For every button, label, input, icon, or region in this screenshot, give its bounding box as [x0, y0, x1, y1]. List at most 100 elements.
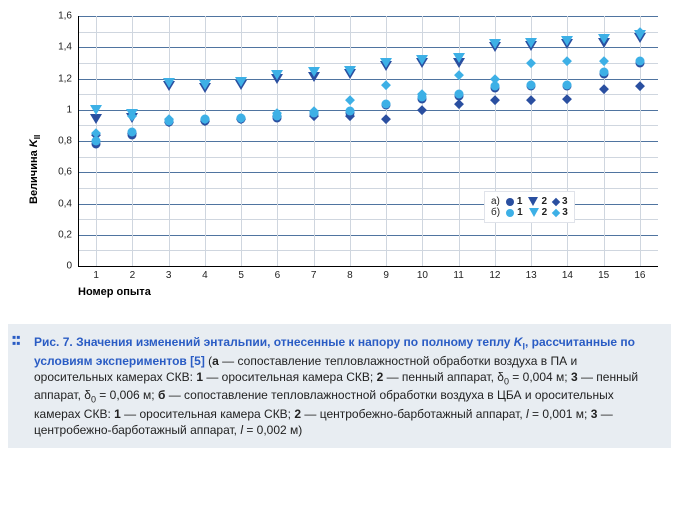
diamond-marker — [238, 114, 245, 121]
diamond-marker — [310, 108, 317, 115]
caption-text: Рис. 7. Значения изменений энтальпии, от… — [20, 334, 659, 438]
diamond-marker — [455, 100, 462, 107]
x-tick-label: 7 — [311, 270, 317, 281]
legend: а) 1 2 3 б) 1 2 3 — [484, 191, 575, 223]
circle-marker — [454, 90, 463, 99]
triangle-marker — [453, 53, 465, 63]
y-tick-label: 0,8 — [42, 136, 72, 147]
figure-caption: ▪▪▪▪ Рис. 7. Значения изменений энтальпи… — [8, 324, 671, 448]
caption-bullet-icon: ▪▪▪▪ — [12, 334, 24, 346]
triangle-marker — [528, 197, 538, 206]
diamond-marker — [528, 60, 535, 67]
triangle-marker — [525, 38, 537, 48]
triangle-marker — [598, 34, 610, 44]
legend-item-label: 3 — [562, 196, 568, 207]
x-tick-label: 1 — [93, 270, 99, 281]
triangle-marker — [529, 208, 539, 217]
y-tick-label: 0,6 — [42, 167, 72, 178]
x-tick-label: 2 — [130, 270, 136, 281]
x-tick-label: 9 — [383, 270, 389, 281]
diamond-marker — [528, 97, 535, 104]
diamond-marker — [553, 210, 559, 216]
circle-marker — [506, 209, 514, 217]
diamond-marker — [274, 110, 281, 117]
legend-group-label: а) — [491, 196, 500, 207]
circle-marker — [563, 80, 572, 89]
diamond-marker — [383, 81, 390, 88]
x-tick-label: 15 — [598, 270, 609, 281]
figure-wrapper: 12345678910111213141516а)123б)12300,20,4… — [0, 0, 679, 456]
scatter-chart: 12345678910111213141516а)123б)12300,20,4… — [8, 8, 671, 318]
triangle-marker — [561, 36, 573, 46]
triangle-marker — [271, 70, 283, 80]
diamond-marker — [637, 83, 644, 90]
diamond-marker — [564, 95, 571, 102]
legend-item-label: 1 — [517, 207, 523, 218]
circle-marker — [506, 198, 514, 206]
diamond-marker — [637, 28, 644, 35]
circle-marker — [599, 68, 608, 77]
diamond-marker — [202, 116, 209, 123]
y-tick-label: 0 — [42, 261, 72, 272]
legend-item: 1 — [506, 196, 523, 207]
x-tick-label: 12 — [489, 270, 500, 281]
x-tick-label: 13 — [526, 270, 537, 281]
diamond-marker — [455, 72, 462, 79]
x-tick-label: 11 — [453, 270, 463, 281]
triangle-marker — [163, 78, 175, 88]
legend-item: 3 — [553, 207, 568, 218]
x-tick-label: 10 — [417, 270, 428, 281]
y-tick-label: 1 — [42, 104, 72, 115]
legend-item-label: 2 — [542, 207, 548, 218]
y-axis-label: Величина KII — [28, 134, 42, 203]
triangle-marker — [199, 80, 211, 90]
diamond-marker — [419, 91, 426, 98]
y-tick-label: 1,4 — [42, 42, 72, 53]
y-tick-label: 0,4 — [42, 198, 72, 209]
legend-item-label: 2 — [541, 196, 547, 207]
legend-item: 2 — [528, 196, 547, 207]
diamond-marker — [347, 97, 354, 104]
diamond-marker — [93, 130, 100, 137]
x-tick-label: 14 — [562, 270, 573, 281]
diamond-marker — [492, 97, 499, 104]
diamond-marker — [419, 106, 426, 113]
legend-item: 3 — [553, 196, 568, 207]
legend-row: б) 1 2 3 — [491, 207, 568, 218]
x-tick-label: 3 — [166, 270, 172, 281]
triangle-marker — [90, 114, 102, 124]
caption-title: Рис. 7. Значения изменений энтальпии, от… — [34, 335, 635, 368]
diamond-marker — [600, 58, 607, 65]
legend-item: 2 — [529, 207, 548, 218]
y-tick-label: 1,2 — [42, 73, 72, 84]
diamond-marker — [553, 199, 559, 205]
x-tick-label: 16 — [634, 270, 645, 281]
legend-item-label: 3 — [562, 207, 568, 218]
diamond-marker — [564, 58, 571, 65]
triangle-marker — [235, 77, 247, 87]
x-tick-label: 5 — [238, 270, 244, 281]
x-tick-label: 8 — [347, 270, 353, 281]
triangle-marker — [344, 66, 356, 76]
circle-marker — [382, 99, 391, 108]
circle-marker — [92, 137, 101, 146]
y-tick-label: 1,6 — [42, 11, 72, 22]
triangle-marker — [416, 55, 428, 65]
triangle-marker — [380, 58, 392, 68]
diamond-marker — [129, 113, 136, 120]
plot-area: 12345678910111213141516а)123б)123 — [78, 16, 658, 266]
diamond-marker — [165, 116, 172, 123]
legend-row: а) 1 2 3 — [491, 196, 568, 207]
diamond-marker — [600, 86, 607, 93]
circle-marker — [635, 57, 644, 66]
legend-item-label: 1 — [517, 196, 523, 207]
x-tick-label: 6 — [275, 270, 281, 281]
legend-item: 1 — [506, 207, 523, 218]
triangle-marker — [90, 105, 102, 115]
triangle-marker — [308, 67, 320, 77]
circle-marker — [345, 107, 354, 116]
legend-group-label: б) — [491, 207, 500, 218]
diamond-marker — [383, 116, 390, 123]
y-tick-label: 0,2 — [42, 229, 72, 240]
triangle-marker — [489, 39, 501, 49]
